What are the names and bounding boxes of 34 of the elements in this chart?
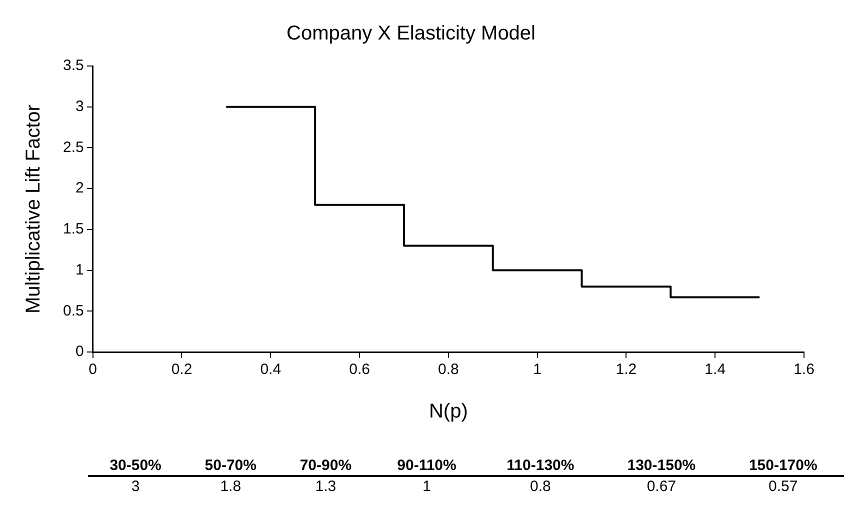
y-tick-label: 3 (76, 98, 84, 115)
y-tick-label: 3.5 (62, 57, 84, 74)
x-tick-label: 1.2 (616, 361, 637, 378)
data-label: 1.8 (219, 477, 242, 496)
category-label: 50-70% (183, 456, 278, 476)
category-label: 110-130% (480, 456, 601, 476)
y-tick-label: 1.5 (62, 220, 84, 238)
category-label: 90-110% (373, 456, 480, 476)
x-axis-title: N(p) (428, 400, 468, 423)
y-axis-title: Multiplicative Lift Factor (22, 104, 45, 314)
category-label: 30-50% (88, 456, 184, 476)
y-tick-label: 1 (76, 261, 84, 278)
x-tick-label: 1.6 (794, 361, 814, 378)
x-tick-label: 0 (88, 361, 98, 378)
x-tick-label: 1 (533, 361, 542, 378)
data-label: 1 (422, 477, 432, 496)
x-tick-label: 0.4 (260, 361, 282, 378)
data-label: 0.8 (529, 477, 552, 496)
data-label: 1.3 (314, 477, 338, 496)
x-tick-label: 0.8 (438, 361, 459, 378)
y-tick-label: 0.5 (62, 302, 84, 320)
chart-title: Company X Elasticity Model (286, 22, 536, 45)
category-label: 150-170% (722, 456, 844, 476)
data-label: 3 (130, 477, 141, 496)
y-tick-label: 2 (76, 180, 84, 197)
category-label: 130-150% (600, 456, 722, 476)
data-label: 0.57 (768, 477, 799, 496)
y-tick-label: 2.5 (62, 138, 84, 156)
category-label: 70-90% (278, 456, 374, 476)
x-tick-label: 0.2 (171, 361, 192, 378)
x-tick-label: 0.6 (349, 361, 370, 378)
y-tick-label: 0 (76, 343, 84, 360)
x-tick-label: 1.4 (704, 361, 726, 378)
data-label: 0.67 (646, 477, 678, 496)
